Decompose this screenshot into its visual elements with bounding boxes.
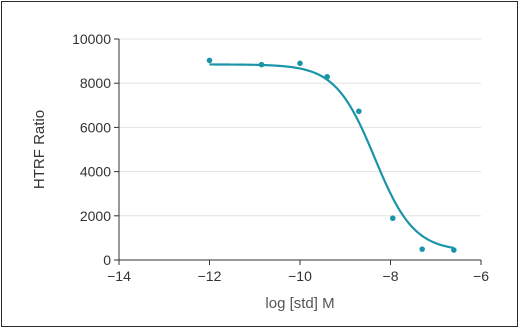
data-point: [324, 73, 330, 80]
data-point: [419, 246, 425, 252]
axes: [118, 39, 481, 261]
y-tick-label: 10000: [72, 31, 111, 47]
x-tick-label: −8: [383, 268, 399, 284]
x-tick-label: −6: [473, 268, 489, 284]
y-tick-label: 8000: [80, 75, 111, 91]
data-point: [389, 215, 396, 222]
data-point: [451, 247, 457, 253]
y-tick-label: 6000: [80, 119, 111, 135]
grid-lines: [119, 38, 481, 217]
data-point: [258, 61, 265, 68]
x-tick-label: −14: [107, 268, 131, 284]
x-axis-label: log [std] M: [265, 295, 334, 312]
x-axis-ticks: −14 −12 −10 −8 −6: [107, 260, 489, 284]
x-tick-label: −12: [198, 268, 222, 284]
fit-curve: [209, 63, 455, 249]
data-point: [356, 108, 362, 115]
data-point: [297, 60, 303, 67]
y-axis-label: HTRF Ratio: [31, 110, 48, 189]
x-tick-label: −10: [288, 268, 312, 284]
y-tick-label: 4000: [80, 164, 111, 180]
y-axis-ticks: 0 2000 4000 6000 8000 10000: [72, 31, 119, 268]
data-point: [206, 57, 213, 64]
data-points: [206, 57, 457, 253]
y-tick-label: 0: [103, 252, 111, 268]
y-tick-label: 2000: [80, 208, 111, 224]
